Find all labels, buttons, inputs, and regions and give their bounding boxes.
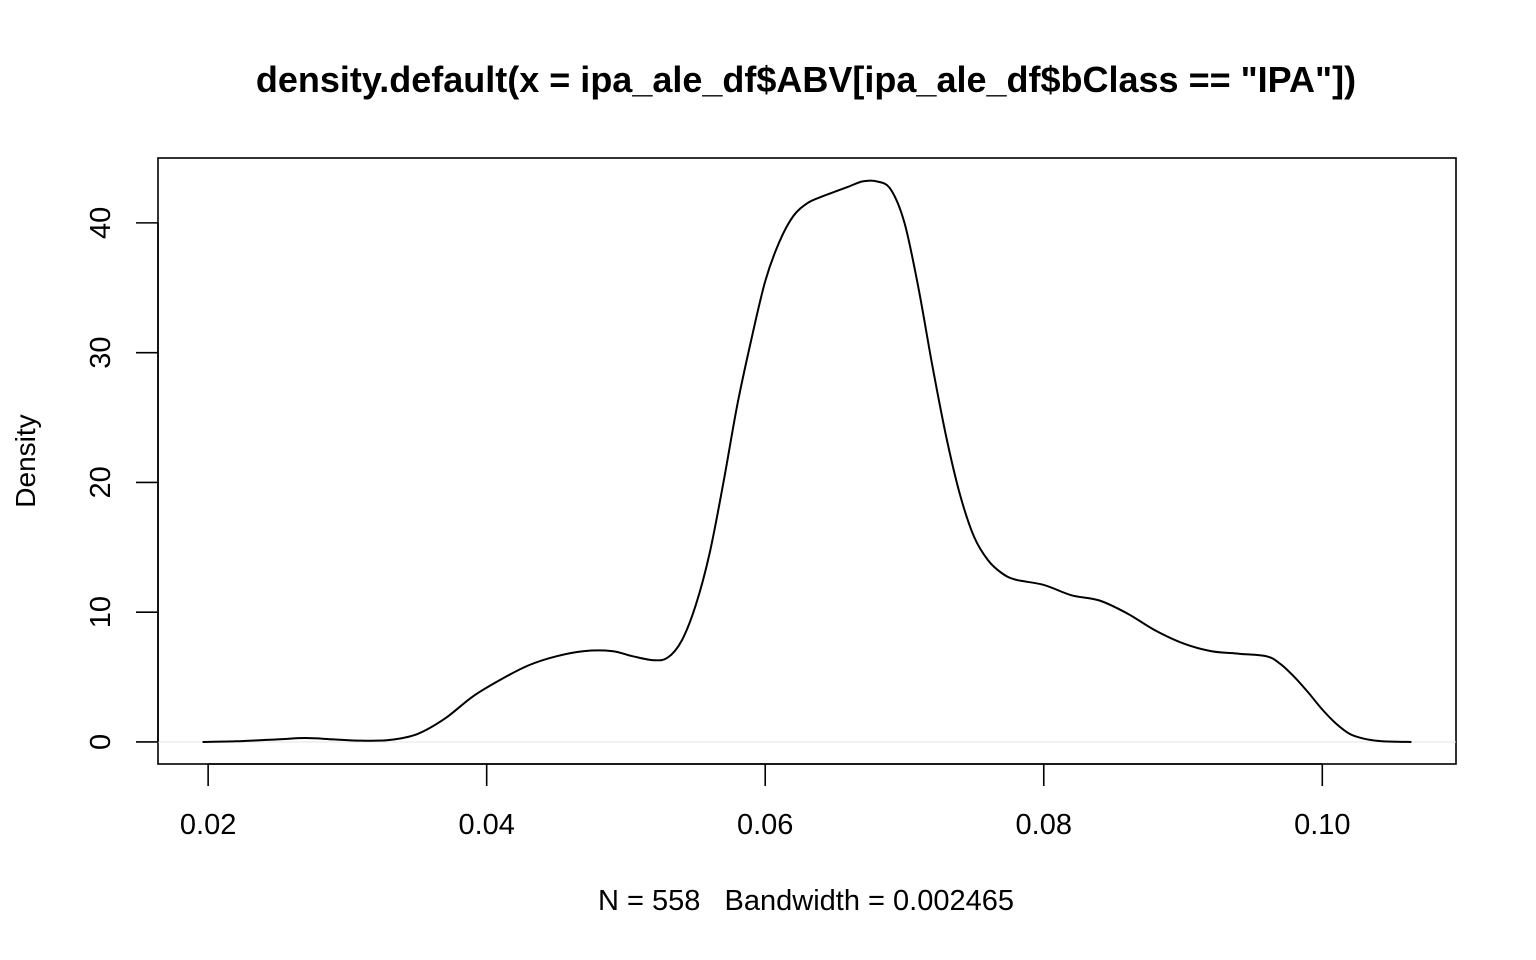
x-axis-label: N = 558 Bandwidth = 0.002465 — [598, 885, 1014, 917]
x-tick-label: 0.02 — [180, 809, 236, 841]
y-tick-label: 10 — [85, 596, 117, 628]
y-tick-label: 30 — [85, 337, 117, 369]
density-curve — [202, 179, 1412, 743]
y-tick-label: 0 — [85, 734, 117, 750]
y-tick-label: 20 — [85, 466, 117, 498]
chart-title: density.default(x = ipa_ale_df$ABV[ipa_a… — [256, 59, 1356, 100]
x-axis: 0.02 0.04 0.06 0.08 0.10 — [180, 763, 1351, 841]
x-tick-label: 0.08 — [1016, 809, 1072, 841]
x-tick-label: 0.04 — [458, 809, 514, 841]
plot-frame — [157, 157, 1457, 765]
y-tick-label: 40 — [85, 207, 117, 239]
y-axis-label: Density — [10, 414, 41, 507]
x-tick-label: 0.06 — [737, 809, 793, 841]
y-axis: 0 10 20 30 40 — [85, 207, 159, 750]
x-tick-label: 0.10 — [1294, 809, 1350, 841]
